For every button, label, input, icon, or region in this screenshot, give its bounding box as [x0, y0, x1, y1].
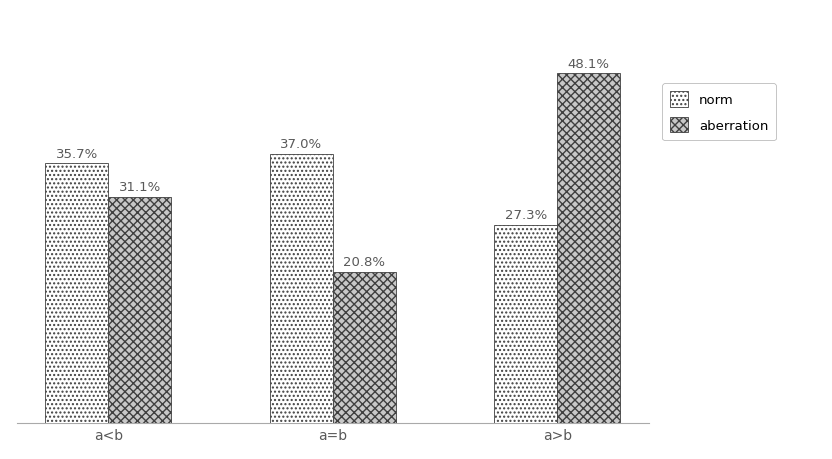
Text: 48.1%: 48.1% — [567, 57, 610, 70]
Bar — [270, 155, 333, 424]
Text: 35.7%: 35.7% — [56, 147, 98, 161]
Text: 31.1%: 31.1% — [119, 181, 161, 194]
Legend: norm, aberration: norm, aberration — [662, 84, 776, 141]
Text: 37.0%: 37.0% — [280, 138, 323, 151]
Text: 27.3%: 27.3% — [505, 208, 547, 222]
Bar — [494, 225, 557, 424]
Bar — [557, 74, 620, 424]
Bar — [333, 272, 396, 424]
Bar — [46, 164, 108, 424]
Text: 20.8%: 20.8% — [344, 256, 385, 269]
Bar — [108, 197, 171, 424]
